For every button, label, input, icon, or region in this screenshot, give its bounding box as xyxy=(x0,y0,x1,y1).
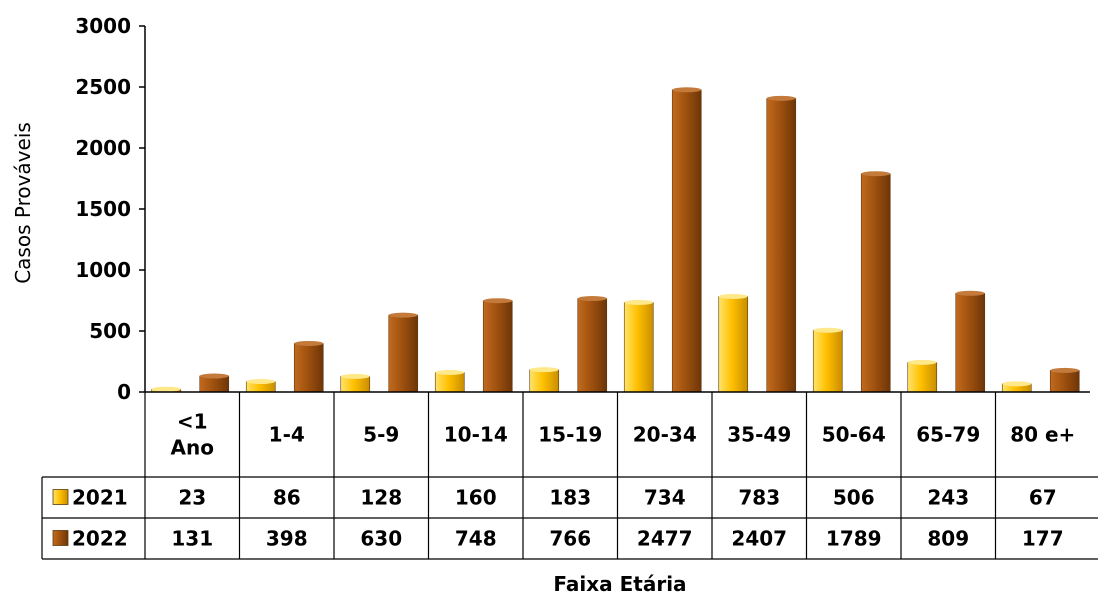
x-tick-label: 1-4 xyxy=(269,423,305,447)
data-label: 1789 xyxy=(826,527,882,551)
y-tick-label: 2000 xyxy=(75,136,131,160)
bar-top-2021-2 xyxy=(340,373,370,379)
legend-label: 2021 xyxy=(72,486,128,510)
data-label: 183 xyxy=(549,486,591,510)
data-label: 86 xyxy=(273,486,301,510)
bar-2021-3 xyxy=(434,372,465,393)
x-tick-label: 5-9 xyxy=(363,423,399,447)
bar-2022-5 xyxy=(671,89,702,393)
bar-2022-9 xyxy=(1049,370,1080,393)
bar-top-2022-4 xyxy=(577,296,607,302)
bar-top-2022-6 xyxy=(766,95,796,101)
data-label: 734 xyxy=(644,486,686,510)
data-label: 2477 xyxy=(637,527,693,551)
legend-swatch-2022 xyxy=(52,530,69,546)
data-label: 783 xyxy=(738,486,780,510)
bar-top-2021-4 xyxy=(529,367,559,373)
bar-2022-4 xyxy=(577,298,608,393)
y-tick-label: 500 xyxy=(89,319,131,343)
x-tick-label: 15-19 xyxy=(538,423,602,447)
bar-top-2022-9 xyxy=(1050,367,1080,373)
bar-2022-3 xyxy=(482,300,513,393)
data-label: 131 xyxy=(171,527,213,551)
bar-2021-8 xyxy=(907,362,938,393)
data-label: 23 xyxy=(178,486,206,510)
data-label: 67 xyxy=(1029,486,1057,510)
bar-top-2021-9 xyxy=(1002,381,1032,387)
bar-2022-2 xyxy=(388,314,419,393)
bar-top-2021-1 xyxy=(246,379,276,385)
bar-top-2021-7 xyxy=(813,327,843,333)
bar-2021-5 xyxy=(623,302,654,393)
data-label: 766 xyxy=(549,527,591,551)
y-tick-label: 1000 xyxy=(75,258,131,282)
data-label: 2407 xyxy=(731,527,787,551)
bar-top-2022-3 xyxy=(483,298,513,304)
bar-top-2022-1 xyxy=(294,340,324,346)
data-label: 177 xyxy=(1022,527,1064,551)
y-tick-label: 3000 xyxy=(75,14,131,38)
x-tick-label: 10-14 xyxy=(444,423,508,447)
bar-top-2022-0 xyxy=(199,373,229,379)
bar-top-2021-3 xyxy=(435,369,465,375)
x-axis-label: Faixa Etária xyxy=(553,572,686,596)
data-label: 809 xyxy=(927,527,969,551)
bar-2021-6 xyxy=(718,296,749,393)
y-axis-ticks: 0 500 1000 1500 2000 2500 3000 xyxy=(75,14,146,404)
bar-top-2022-8 xyxy=(955,290,985,296)
bar-top-2021-5 xyxy=(624,299,654,305)
data-label: 630 xyxy=(360,527,402,551)
data-label: 128 xyxy=(360,486,402,510)
x-tick-label: <1 xyxy=(177,410,208,434)
bar-2021-7 xyxy=(812,329,843,393)
bar-top-2021-8 xyxy=(907,359,937,365)
y-tick-label: 2500 xyxy=(75,75,131,99)
data-label: 160 xyxy=(455,486,497,510)
data-label: 506 xyxy=(833,486,875,510)
legend-swatch-2021 xyxy=(52,489,69,505)
y-axis-label: Casos Prováveis xyxy=(11,122,35,284)
y-tick-label: 0 xyxy=(117,380,131,404)
bar-top-2022-5 xyxy=(672,87,702,93)
bar-top-2022-2 xyxy=(388,312,418,318)
bar-top-2021-0 xyxy=(151,386,181,392)
bar-2022-8 xyxy=(955,293,986,393)
x-tick-label: 35-49 xyxy=(727,423,791,447)
bar-2021-4 xyxy=(529,369,560,393)
y-tick-label: 1500 xyxy=(75,197,131,221)
bar-2022-6 xyxy=(766,98,797,393)
x-tick-label: Ano xyxy=(171,436,214,460)
bars-group xyxy=(145,87,1090,393)
bar-2022-7 xyxy=(860,173,891,393)
legend-label: 2022 xyxy=(72,527,128,551)
bar-top-2022-7 xyxy=(861,171,891,177)
x-tick-label: 50-64 xyxy=(822,423,886,447)
x-tick-label: 65-79 xyxy=(916,423,980,447)
x-tick-label: 80 e+ xyxy=(1010,423,1075,447)
bar-2022-1 xyxy=(293,343,324,393)
data-label: 398 xyxy=(266,527,308,551)
data-label: 748 xyxy=(455,527,497,551)
bar-top-2021-6 xyxy=(718,293,748,299)
data-label: 243 xyxy=(927,486,969,510)
x-tick-label: 20-34 xyxy=(633,423,697,447)
